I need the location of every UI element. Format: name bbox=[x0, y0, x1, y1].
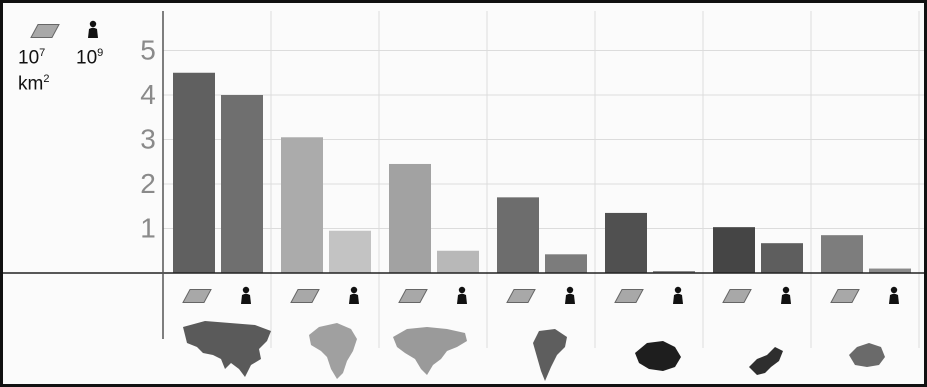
asia-map bbox=[183, 321, 271, 377]
bar-population-2 bbox=[329, 230, 371, 273]
person-icon-3 bbox=[457, 286, 467, 304]
continent-maps bbox=[183, 321, 885, 381]
bar-chart: 1 2 3 4 5 bbox=[3, 11, 924, 381]
y-tick-label-1: 1 bbox=[140, 213, 156, 244]
bar-area-5 bbox=[605, 212, 647, 273]
person-icon-7 bbox=[889, 286, 899, 304]
area-unit-label: 107 bbox=[18, 47, 46, 69]
europe-map bbox=[749, 347, 783, 375]
area-unit-km-label: km2 bbox=[18, 73, 50, 95]
grid bbox=[163, 11, 924, 348]
person-icon-2 bbox=[349, 286, 359, 304]
person-icon-5 bbox=[673, 286, 683, 304]
bar-population-6 bbox=[761, 243, 803, 273]
bar-area-1 bbox=[173, 72, 215, 273]
bar-population-3 bbox=[437, 250, 479, 273]
person-icon-4 bbox=[565, 286, 575, 304]
series-icons bbox=[182, 286, 899, 304]
legend-area-icon bbox=[30, 24, 60, 38]
north-america-map bbox=[393, 327, 467, 375]
person-icon-6 bbox=[781, 286, 791, 304]
area-icon-6 bbox=[722, 289, 752, 303]
area-icon-5 bbox=[614, 289, 644, 303]
bar-area-3 bbox=[389, 163, 431, 273]
south-america-map bbox=[533, 329, 567, 381]
area-icon-4 bbox=[506, 289, 536, 303]
bar-population-7 bbox=[869, 268, 911, 273]
y-tick-label-4: 4 bbox=[140, 79, 156, 110]
bar-population-1 bbox=[221, 95, 263, 273]
y-tick-label-5: 5 bbox=[140, 35, 156, 66]
bar-population-5 bbox=[653, 271, 695, 273]
y-tick-label-2: 2 bbox=[140, 168, 156, 199]
axes bbox=[3, 11, 924, 339]
bars bbox=[173, 72, 911, 273]
area-icon-3 bbox=[398, 289, 428, 303]
area-icon-1 bbox=[182, 289, 212, 303]
person-icon-1 bbox=[241, 286, 251, 304]
area-icon-2 bbox=[290, 289, 320, 303]
australia-map bbox=[849, 343, 885, 367]
y-tick-labels: 1 2 3 4 5 bbox=[140, 35, 156, 244]
legend-population-icon bbox=[88, 20, 98, 38]
africa-map bbox=[309, 323, 357, 379]
legend bbox=[30, 20, 98, 38]
population-unit-label: 109 bbox=[76, 47, 104, 69]
bar-area-7 bbox=[821, 235, 863, 273]
y-tick-label-3: 3 bbox=[140, 124, 156, 155]
bar-population-4 bbox=[545, 254, 587, 273]
bar-area-2 bbox=[281, 137, 323, 273]
area-icon-7 bbox=[830, 289, 860, 303]
antarctica-map bbox=[635, 341, 681, 371]
bar-area-4 bbox=[497, 197, 539, 273]
bar-area-6 bbox=[713, 227, 755, 273]
